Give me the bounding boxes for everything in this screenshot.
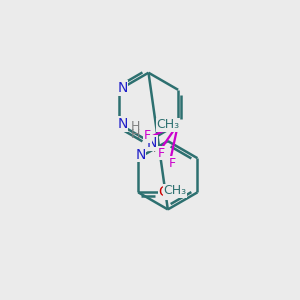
Text: N: N (117, 117, 128, 131)
Text: N: N (117, 81, 128, 95)
Text: H: H (130, 120, 140, 133)
Text: O: O (159, 185, 170, 200)
Text: F: F (158, 147, 165, 160)
Text: H: H (147, 142, 156, 155)
Text: F: F (169, 157, 176, 170)
Text: N: N (135, 148, 146, 162)
Text: F: F (144, 129, 151, 142)
Text: CH₃: CH₃ (156, 118, 179, 131)
Text: N: N (147, 136, 157, 150)
Text: H: H (130, 128, 140, 141)
Text: CH₃: CH₃ (164, 184, 187, 197)
